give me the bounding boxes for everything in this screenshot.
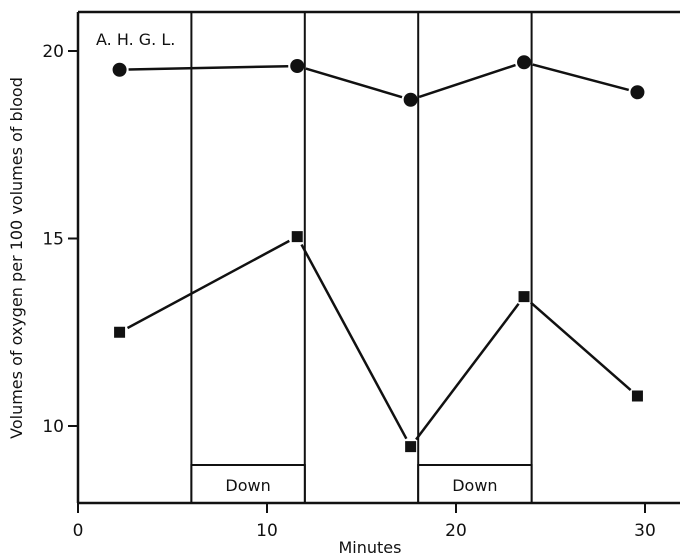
series-2-point-2 bbox=[291, 231, 303, 243]
series-1-segment-1 bbox=[128, 64, 289, 71]
series-group bbox=[112, 55, 645, 453]
chart-annotation: A. H. G. L. bbox=[96, 30, 175, 49]
series-2-point-1 bbox=[114, 326, 126, 338]
series-2-segment-2 bbox=[300, 243, 408, 440]
x-axis-title: Minutes bbox=[339, 538, 402, 555]
period-1-label-box bbox=[190, 464, 306, 504]
y-axis: 10 15 20 bbox=[42, 42, 78, 437]
series-2-segment-3 bbox=[415, 303, 520, 441]
series-2-point-3 bbox=[405, 441, 417, 453]
y-tick-label-20: 20 bbox=[42, 42, 64, 62]
series-1-segment-4 bbox=[532, 63, 630, 92]
x-axis: 0 10 20 30 bbox=[73, 503, 656, 541]
period-2-label: Down bbox=[452, 476, 497, 495]
series-2-point-5 bbox=[631, 390, 643, 402]
series-1-point-2 bbox=[290, 59, 305, 73]
series-1-point-1 bbox=[112, 62, 127, 77]
series-2-segment-4 bbox=[529, 301, 632, 392]
period-1-label: Down bbox=[225, 476, 270, 495]
series-1-segment-2 bbox=[305, 67, 403, 99]
plot-frame bbox=[76, 10, 680, 505]
y-tick-label-15: 15 bbox=[42, 230, 64, 250]
series-1-point-4 bbox=[517, 55, 532, 70]
period-2-label-box bbox=[417, 464, 533, 504]
x-tick-label-30: 30 bbox=[634, 521, 656, 541]
series-1-segment-3 bbox=[418, 63, 516, 99]
down-periods: Down Down bbox=[190, 12, 533, 504]
x-tick-label-0: 0 bbox=[73, 521, 84, 541]
y-tick-label-10: 10 bbox=[42, 417, 64, 437]
x-tick-label-20: 20 bbox=[445, 521, 467, 541]
series-1-point-5 bbox=[630, 85, 645, 100]
x-tick-label-10: 10 bbox=[256, 521, 278, 541]
series-1-point-3 bbox=[403, 92, 418, 107]
series-2-point-4 bbox=[518, 291, 530, 303]
series-2-segment-1 bbox=[126, 239, 290, 330]
y-axis-title: Volumes of oxygen per 100 volumes of blo… bbox=[7, 77, 26, 439]
